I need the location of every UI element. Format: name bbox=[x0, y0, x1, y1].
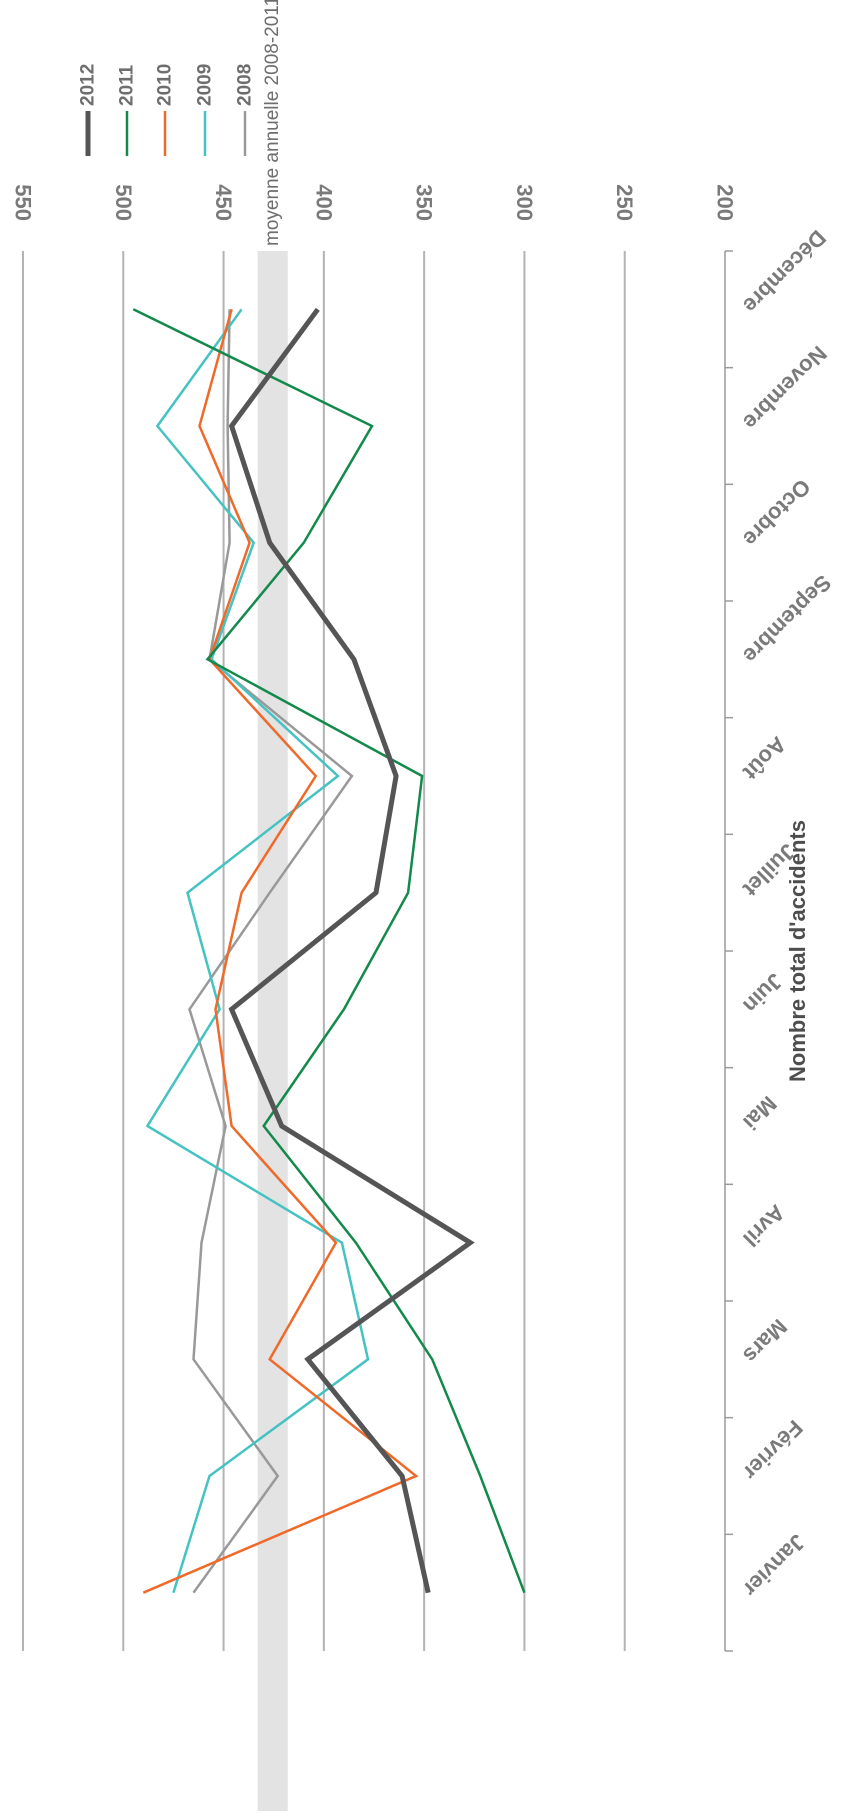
band-label: moyenne annuelle 2008-2011 bbox=[262, 0, 283, 246]
legend-label-2009: 2009 bbox=[195, 64, 216, 106]
y-tick-label: 350 bbox=[412, 184, 437, 221]
series-line-2012 bbox=[228, 307, 475, 1594]
y-tick-label: 200 bbox=[713, 184, 738, 221]
legend: 2008 2009 2010 2011 2012 bbox=[78, 64, 256, 156]
legend-label-2008: 2008 bbox=[235, 64, 256, 106]
y-tick-label: 550 bbox=[11, 184, 36, 221]
y-tick-label: 250 bbox=[612, 184, 637, 221]
category-label: Juin bbox=[738, 969, 788, 1019]
category-label: Septembre bbox=[738, 570, 836, 668]
average-band-rect bbox=[257, 251, 288, 1811]
series-line-2011 bbox=[132, 308, 526, 1594]
legend-label-2012: 2012 bbox=[78, 64, 99, 106]
category-label: Décembre bbox=[738, 225, 831, 318]
series-line-2010 bbox=[142, 308, 419, 1594]
gridlines bbox=[22, 251, 626, 1651]
category-label: Mai bbox=[738, 1091, 782, 1135]
y-axis-title: Nombre total d'accidents bbox=[785, 820, 810, 1082]
category-label: Novembre bbox=[738, 341, 832, 435]
category-label: Octobre bbox=[738, 474, 815, 551]
category-label: Avril bbox=[738, 1200, 790, 1252]
legend-label-2010: 2010 bbox=[155, 64, 176, 106]
category-label: Janvier bbox=[738, 1529, 810, 1601]
category-label: Février bbox=[738, 1415, 808, 1485]
y-tick-label: 500 bbox=[111, 184, 136, 221]
series-line-2009 bbox=[145, 308, 370, 1594]
series-lines bbox=[132, 307, 526, 1594]
y-tick-label: 400 bbox=[311, 184, 336, 221]
category-label: Mars bbox=[738, 1314, 792, 1368]
y-tick-label: 300 bbox=[512, 184, 537, 221]
x-axis bbox=[724, 250, 733, 1652]
legend-label-2011: 2011 bbox=[117, 64, 138, 106]
y-tick-label: 450 bbox=[211, 184, 236, 221]
average-band bbox=[257, 251, 288, 1811]
category-label: Août bbox=[738, 732, 792, 786]
